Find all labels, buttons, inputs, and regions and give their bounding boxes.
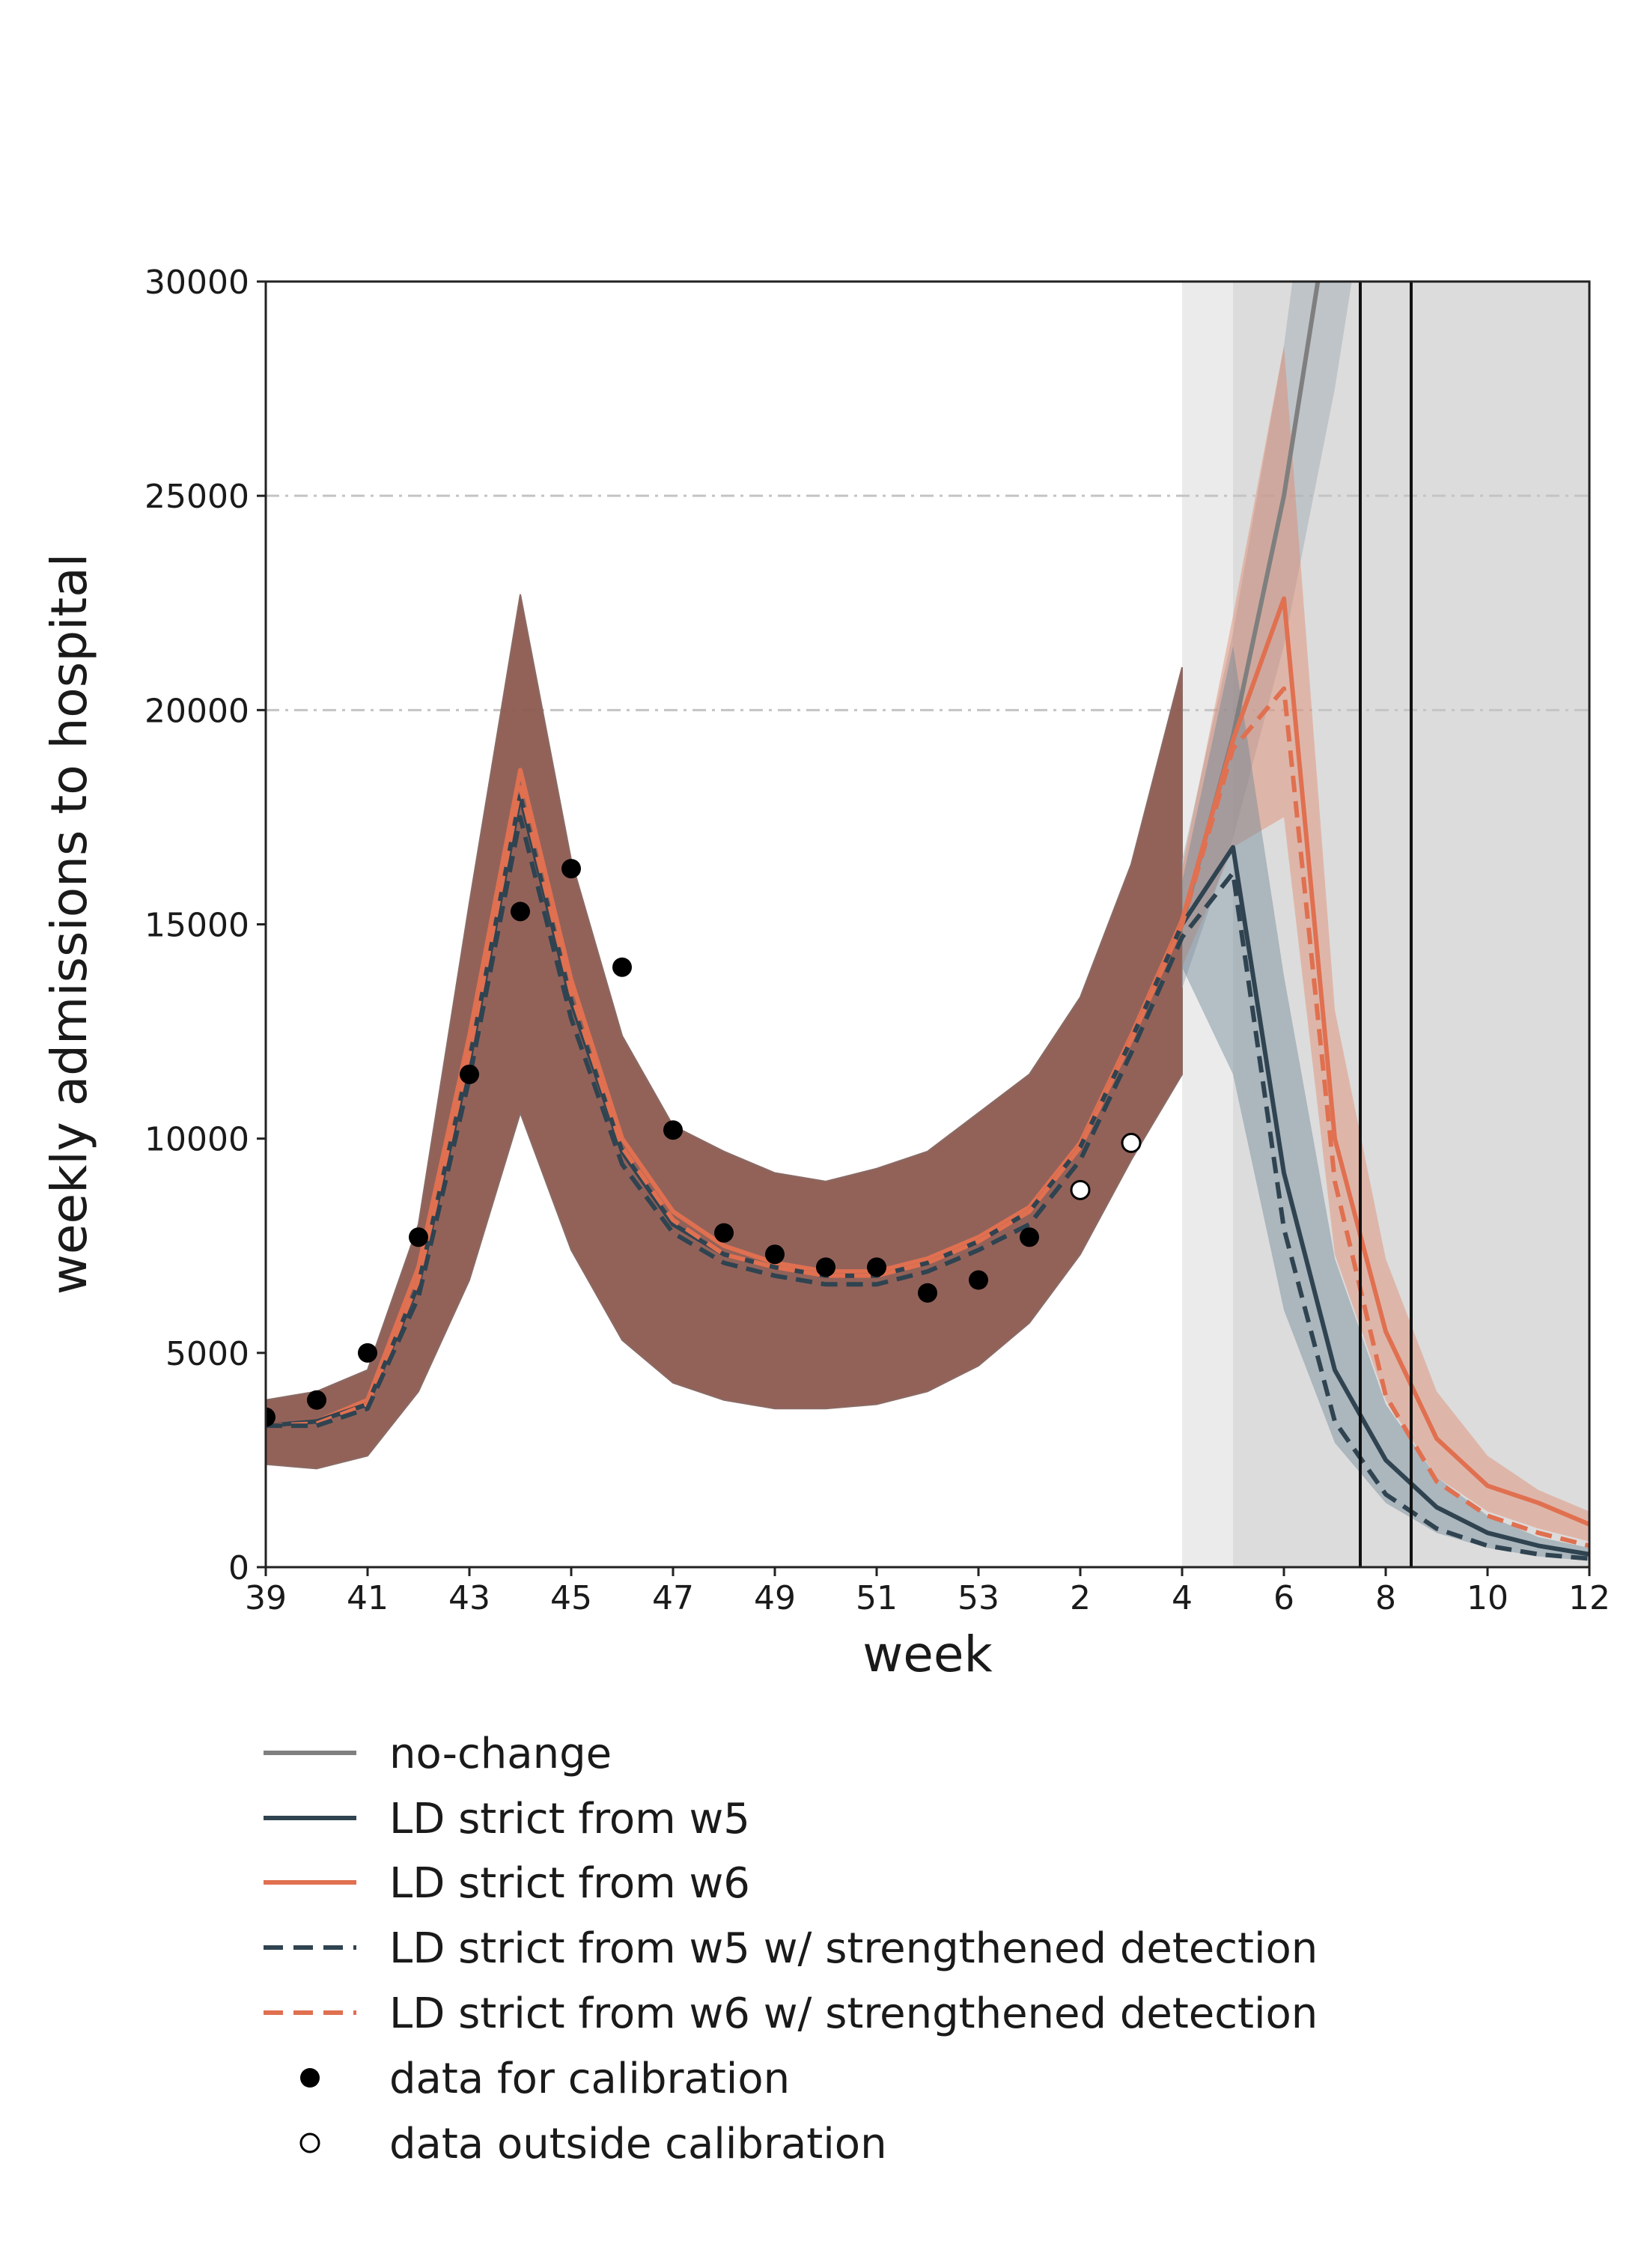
legend: no-change LD strict from w5 LD strict fr… xyxy=(264,1730,1318,2168)
calibration-point xyxy=(511,902,530,922)
legend-label-w5: LD strict from w5 xyxy=(389,1795,750,1843)
y-tick-label: 20000 xyxy=(144,692,249,730)
legend-label-outside: data outside calibration xyxy=(389,2120,887,2168)
x-tick-label: 53 xyxy=(958,1579,999,1617)
x-tick-label: 43 xyxy=(448,1579,490,1617)
calibration-point xyxy=(561,859,581,879)
line-w5-strengthened xyxy=(266,815,1589,1561)
calibration-point xyxy=(358,1343,377,1363)
y-tick-label: 5000 xyxy=(165,1335,249,1373)
legend-label-w6: LD strict from w6 xyxy=(389,1859,750,1908)
x-tick-label: 45 xyxy=(550,1579,592,1617)
calibration-point xyxy=(266,1407,275,1427)
legend-marker-outside xyxy=(299,2132,320,2153)
band-w5 xyxy=(1182,645,1589,1561)
y-tick-label: 25000 xyxy=(144,478,249,516)
reference-lines xyxy=(266,494,1589,711)
legend-item-w6: LD strict from w6 xyxy=(264,1859,750,1908)
line-w5 xyxy=(266,793,1589,1557)
calibration-point xyxy=(918,1283,937,1303)
line-w6 xyxy=(266,596,1589,1527)
calibration-point xyxy=(1020,1227,1039,1247)
band-common xyxy=(266,594,1183,1470)
x-tick-label: 6 xyxy=(1273,1579,1294,1617)
y-tick-label: 30000 xyxy=(144,264,249,302)
x-tick-label: 8 xyxy=(1375,1579,1396,1617)
y-axis-title: weekly admissions to hospital xyxy=(40,553,98,1295)
x-axis-title: week xyxy=(862,1626,993,1683)
legend-item-w6-strengthened: LD strict from w6 w/ strengthened detect… xyxy=(264,1989,1318,2038)
legend-item-w5-strengthened: LD strict from w5 w/ strengthened detect… xyxy=(264,1924,1318,1973)
y-tick-label: 15000 xyxy=(144,907,249,945)
legend-marker-calibration xyxy=(300,2068,320,2088)
y-axis: 0 5000 10000 15000 20000 25000 30000 xyxy=(144,264,266,1587)
calibration-point xyxy=(663,1120,683,1140)
outside-point xyxy=(1121,1132,1142,1153)
x-tick-label: 39 xyxy=(245,1579,287,1617)
legend-label-w5-strengthened: LD strict from w5 w/ strengthened detect… xyxy=(389,1924,1318,1973)
line-w6-strengthened xyxy=(266,686,1589,1548)
calibration-point xyxy=(409,1227,428,1247)
x-tick-label: 12 xyxy=(1568,1579,1610,1617)
calibration-point xyxy=(765,1244,785,1265)
vertical-markers xyxy=(1359,282,1413,1567)
x-tick-label: 10 xyxy=(1467,1579,1509,1617)
x-tick-label: 49 xyxy=(754,1579,796,1617)
calibration-point xyxy=(816,1257,835,1277)
calibration-point xyxy=(969,1270,988,1290)
calibration-point xyxy=(612,957,632,977)
legend-label-w6-strengthened: LD strict from w6 w/ strengthened detect… xyxy=(389,1989,1318,2038)
calibration-point xyxy=(460,1064,479,1084)
x-axis: 39 41 43 45 47 49 51 53 2 4 6 8 10 12 xyxy=(245,1567,1610,1617)
series-lines xyxy=(266,282,1589,1561)
band-w6 xyxy=(1182,345,1589,1542)
x-tick-label: 47 xyxy=(652,1579,694,1617)
x-tick-label: 41 xyxy=(347,1579,389,1617)
legend-label-no-change: no-change xyxy=(389,1730,612,1778)
x-tick-label: 4 xyxy=(1172,1579,1193,1617)
calibration-point xyxy=(307,1390,326,1410)
outside-point xyxy=(1070,1179,1091,1200)
band-no-change xyxy=(1182,282,1352,989)
legend-item-no-change: no-change xyxy=(264,1730,612,1778)
data-points xyxy=(266,859,1142,1427)
calibration-point xyxy=(867,1257,886,1277)
legend-item-w5: LD strict from w5 xyxy=(264,1795,750,1843)
legend-item-outside: data outside calibration xyxy=(299,2120,887,2168)
calibration-point xyxy=(714,1223,734,1243)
x-tick-label: 51 xyxy=(856,1579,898,1617)
y-tick-label: 10000 xyxy=(144,1121,249,1159)
legend-label-calibration: data for calibration xyxy=(389,2055,790,2103)
y-tick-label: 0 xyxy=(228,1549,249,1587)
x-tick-label: 2 xyxy=(1070,1579,1091,1617)
legend-item-calibration: data for calibration xyxy=(300,2055,790,2103)
